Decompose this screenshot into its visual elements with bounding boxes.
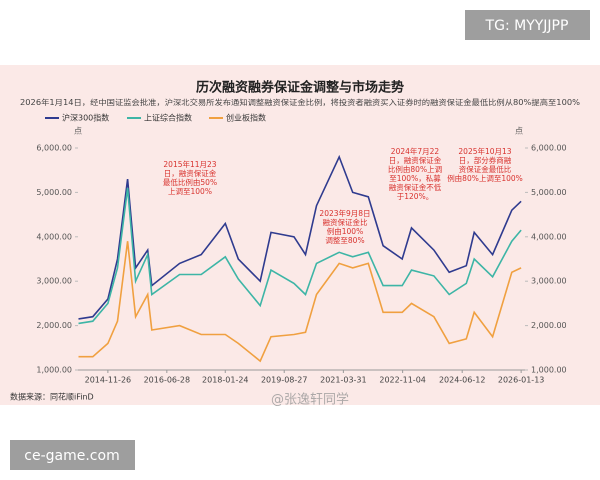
annotation: 2024年7月22: [391, 146, 440, 156]
legend-label: 创业板指数: [226, 113, 266, 123]
tg-box: [465, 10, 590, 40]
watermark: @张逸轩同学: [271, 392, 349, 408]
annotation: 融资保证金不低: [389, 182, 442, 192]
annotation: 上调至100%: [168, 187, 212, 196]
y2-tick-label: 5,000.00: [531, 188, 567, 197]
annotation: 至100%，私募: [389, 173, 441, 183]
chart-title: 历次融资融券保证金调整与市场走势: [196, 80, 404, 96]
y-tick-label: 2,000.00: [36, 321, 72, 330]
y2-tick-label: 1,000.00: [531, 366, 567, 375]
annotation: 比例由80%上调: [388, 164, 442, 174]
site-label: ce-game.com: [24, 448, 119, 464]
annotation: 调整至80%: [325, 235, 364, 245]
annotation: 最低比例由50%: [163, 177, 217, 187]
site-box: [10, 440, 135, 470]
x-tick-label: 2024-06-12: [439, 376, 486, 385]
x-tick-label: 2026-01-13: [498, 376, 545, 385]
annotation: 资保证金最低比: [459, 164, 512, 174]
y-tick-label: 5,000.00: [36, 188, 72, 197]
y2-tick-label: 4,000.00: [531, 232, 567, 241]
annotation: 2015年11月23: [163, 159, 216, 169]
chart-background: [0, 65, 600, 405]
annotation: 2025年10月13: [458, 146, 511, 156]
y-tick-label: 1,000.00: [36, 366, 72, 375]
x-tick-label: 2019-08-27: [261, 376, 308, 385]
y-tick-label: 6,000.00: [36, 144, 72, 153]
annotation: 日，融资保证金: [389, 155, 442, 165]
x-tick-label: 2021-03-31: [320, 376, 367, 385]
series-line: [78, 154, 522, 320]
annotation: 日，部分券商融: [459, 155, 512, 165]
y2-tick-label: 2,000.00: [531, 321, 567, 330]
legend-label: 沪深300指数: [62, 113, 109, 123]
y2-tick-label: 6,000.00: [531, 144, 567, 153]
x-tick-label: 2018-01-24: [202, 376, 249, 385]
annotation: 2023年9月8日: [319, 208, 370, 218]
x-tick-label: 2016-06-28: [144, 376, 191, 385]
annotation: 融资保证金比: [323, 217, 368, 227]
y2-tick-label: 3,000.00: [531, 277, 567, 286]
y-tick-label: 4,000.00: [36, 232, 72, 241]
legend-label: 上证综合指数: [144, 113, 192, 123]
tg-label: TG: MYYJJPP: [485, 18, 569, 34]
y2-unit: 点: [515, 127, 523, 136]
series-line: [78, 241, 522, 363]
series-line: [78, 187, 522, 325]
y-tick-label: 3,000.00: [36, 277, 72, 286]
y-unit: 点: [74, 127, 82, 136]
annotation: 于120%。: [397, 192, 433, 201]
chart-subtitle: 2026年1月14日，经中国证监会批准，沪深北交易所发布通知调整融资保证金比例，…: [20, 97, 580, 107]
annotation: 例由100%: [327, 226, 363, 236]
x-tick-label: 2022-11-04: [379, 376, 426, 385]
source: 数据来源：同花顺iFinD: [10, 392, 94, 402]
annotation: 日，融资保证金: [164, 168, 217, 178]
x-tick-label: 2014-11-26: [85, 376, 132, 385]
annotation: 例由80%上调至100%: [447, 173, 523, 183]
